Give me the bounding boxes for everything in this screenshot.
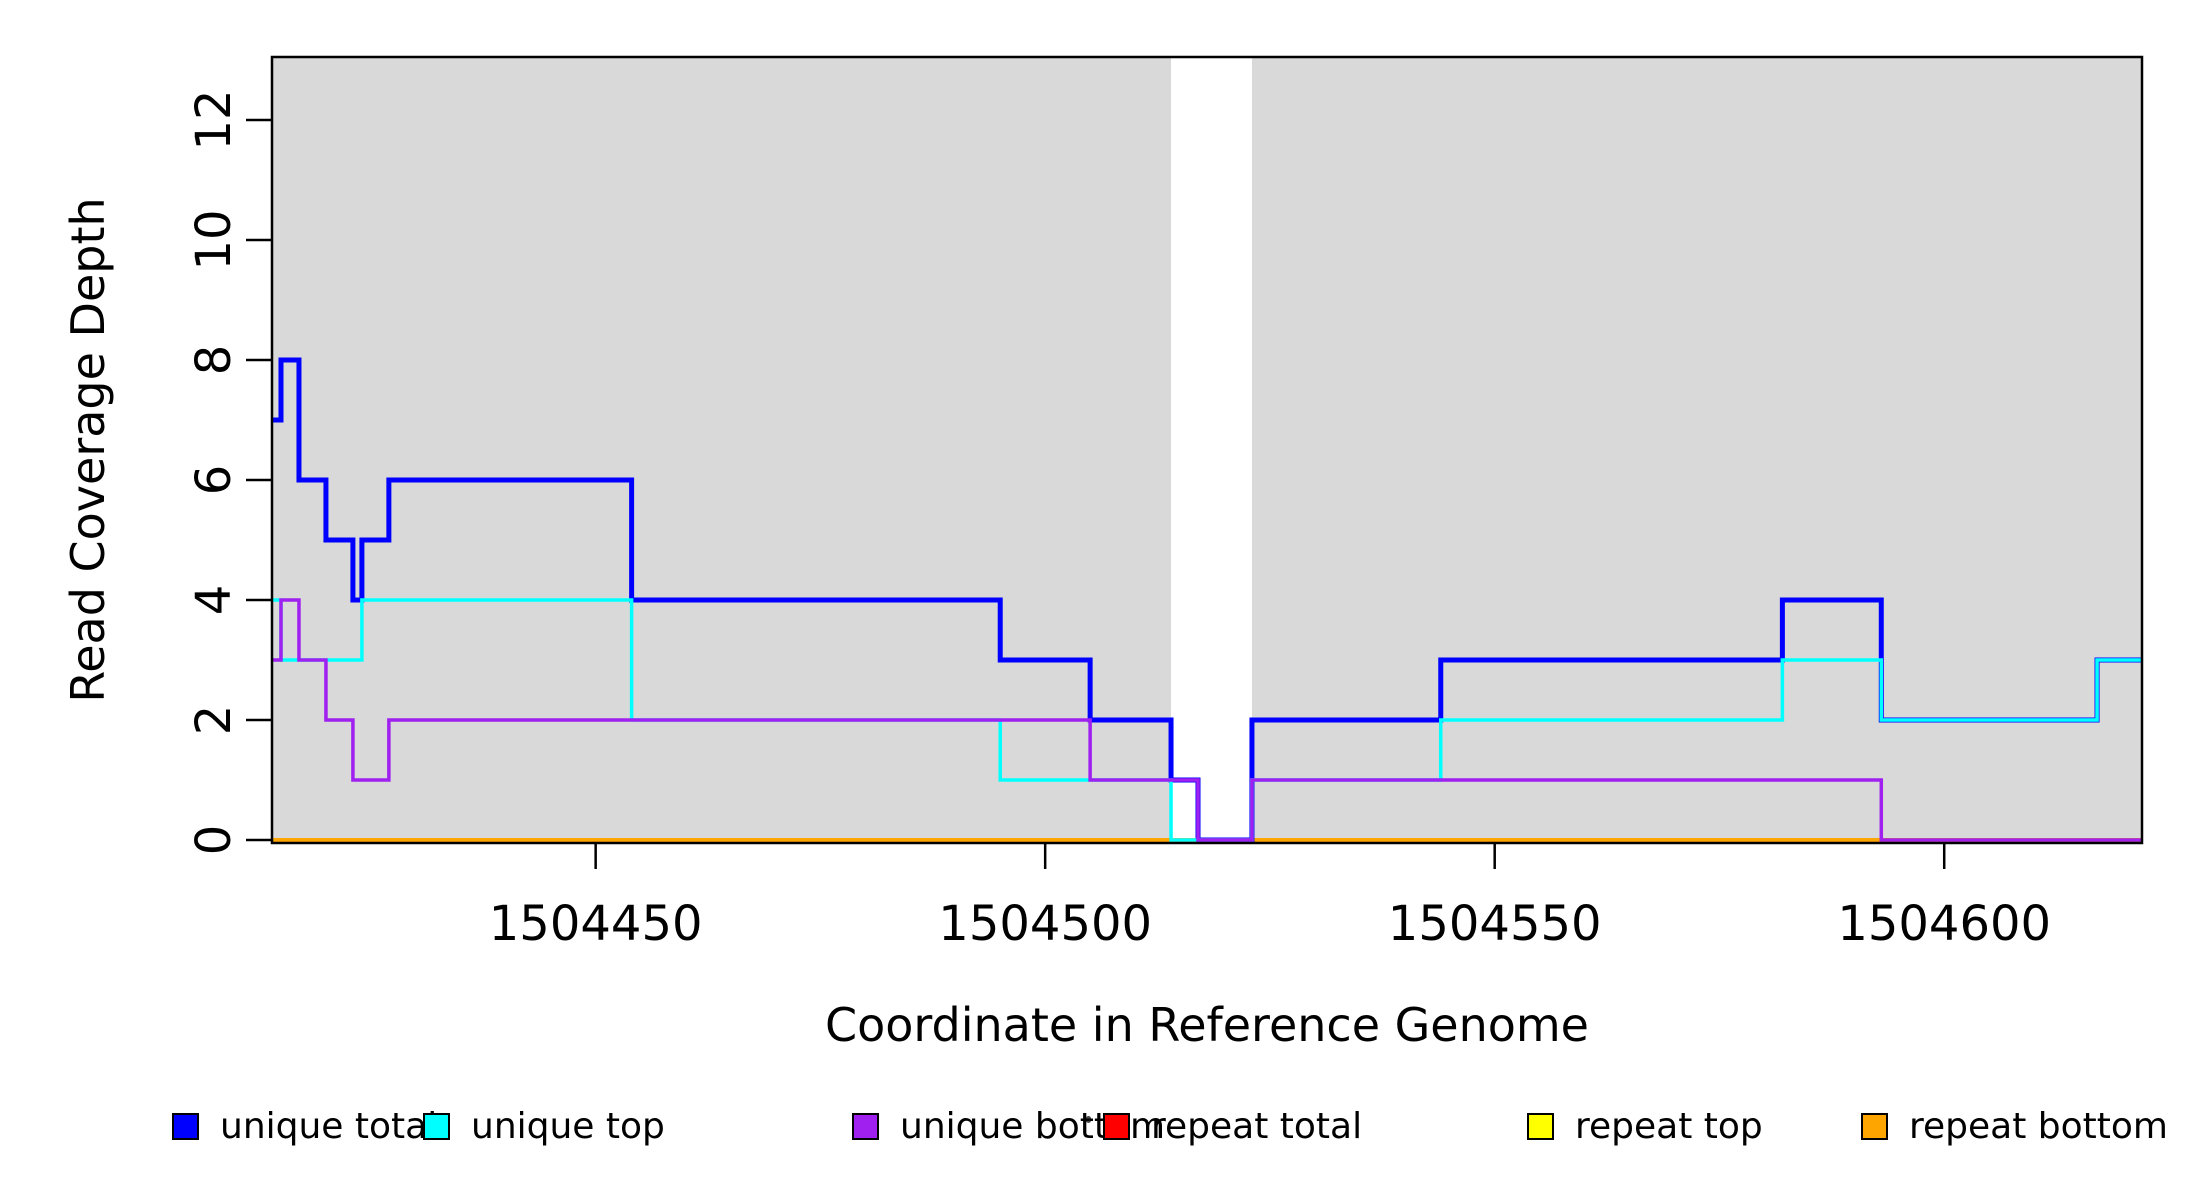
y-axis-label: Read Coverage Depth xyxy=(61,197,115,703)
x-tick-label: 1504600 xyxy=(1837,896,2051,952)
y-tick-label: 2 xyxy=(186,705,242,736)
legend-swatch-repeat-total xyxy=(1103,1112,1130,1140)
y-tick-label: 0 xyxy=(186,825,242,856)
stray-dot xyxy=(1086,1116,1091,1123)
legend-swatch-unique-top xyxy=(423,1112,450,1140)
series-unique-bottom xyxy=(272,598,2142,842)
y-tick-label: 12 xyxy=(186,89,242,150)
y-tick-label: 10 xyxy=(186,209,242,270)
y-tick-label: 4 xyxy=(186,585,242,616)
plot-border xyxy=(270,55,2144,845)
panel-shaded-region xyxy=(1251,58,2142,842)
legend-item-unique-total: unique total xyxy=(172,1104,437,1148)
x-axis-label: Coordinate in Reference Genome xyxy=(825,998,1589,1052)
coverage-plot: 1504450 1504500 1504550 1504600 0 2 4 6 8 10 12 xyxy=(186,55,2144,952)
legend-label-repeat-top: repeat top xyxy=(1575,1105,1763,1147)
legend-item-unique-top: unique top xyxy=(423,1104,665,1148)
y-tick-label: 8 xyxy=(186,345,242,376)
legend-item-repeat-top: repeat top xyxy=(1527,1104,1763,1148)
panel-shaded-region xyxy=(272,58,1172,842)
legend-label-repeat-total: repeat total xyxy=(1151,1105,1363,1147)
legend-swatch-unique-total xyxy=(172,1112,199,1140)
legend-swatch-repeat-bottom xyxy=(1861,1112,1888,1140)
legend-item-repeat-total: repeat total xyxy=(1103,1104,1362,1148)
x-tick-label: 1504450 xyxy=(489,896,703,952)
legend-item-repeat-bottom: repeat bottom xyxy=(1861,1104,2168,1148)
legend-swatch-unique-bottom xyxy=(852,1112,879,1140)
x-tick-label: 1504550 xyxy=(1388,896,1602,952)
legend-label-unique-top: unique top xyxy=(471,1105,665,1147)
y-tick-label: 6 xyxy=(186,465,242,496)
legend-label-unique-total: unique total xyxy=(220,1105,438,1147)
legend: unique total unique top unique bottom repea… xyxy=(0,1104,2200,1152)
series-unique-total xyxy=(272,357,2142,843)
legend-label-repeat-bottom: repeat bottom xyxy=(1909,1105,2168,1147)
legend-swatch-repeat-top xyxy=(1527,1112,1554,1140)
x-tick-label: 1504500 xyxy=(938,896,1152,952)
